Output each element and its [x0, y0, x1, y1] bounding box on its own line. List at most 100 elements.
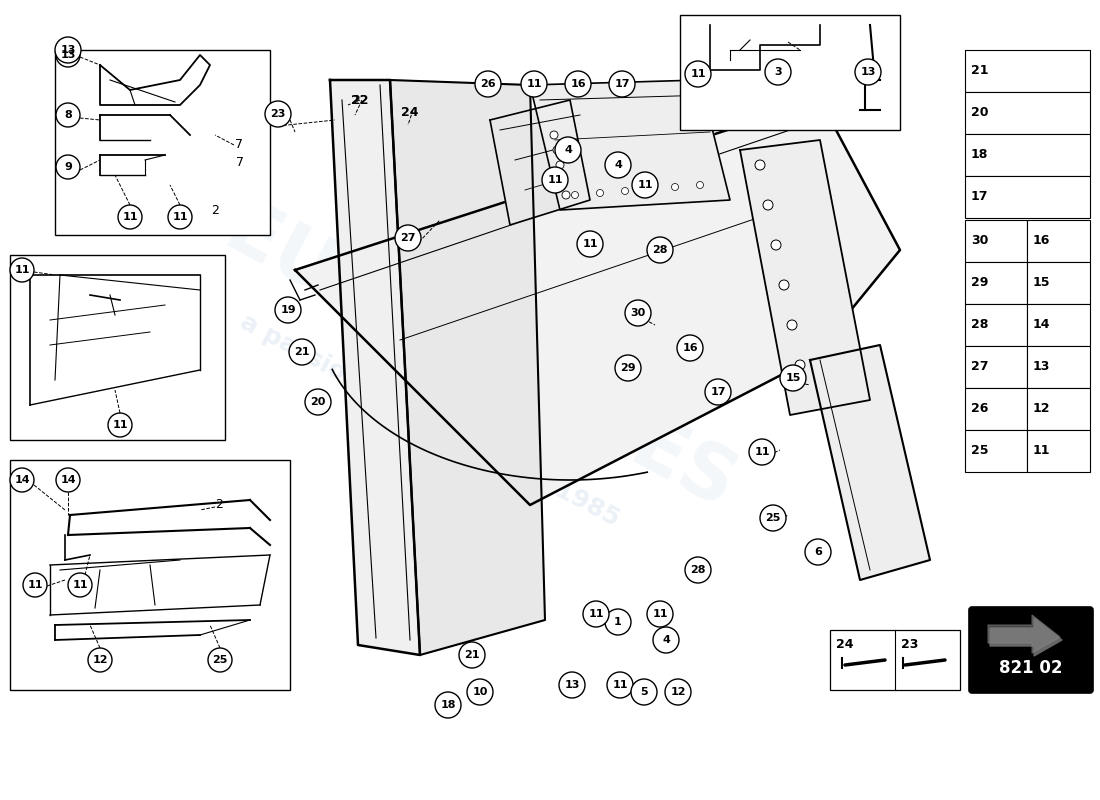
Circle shape	[56, 468, 80, 492]
Circle shape	[559, 672, 585, 698]
Circle shape	[760, 505, 786, 531]
Text: 12: 12	[670, 687, 685, 697]
Bar	[965, 430, 1027, 472]
Circle shape	[88, 648, 112, 672]
Circle shape	[763, 200, 773, 210]
Text: 11: 11	[526, 79, 541, 89]
Text: 9: 9	[64, 162, 72, 172]
Circle shape	[632, 172, 658, 198]
Circle shape	[696, 182, 704, 189]
Circle shape	[578, 231, 603, 257]
Text: 12: 12	[92, 655, 108, 665]
Polygon shape	[740, 140, 870, 415]
Circle shape	[265, 101, 292, 127]
Circle shape	[647, 186, 653, 193]
Circle shape	[565, 71, 591, 97]
Text: 8: 8	[64, 110, 72, 120]
Text: 30: 30	[971, 234, 989, 247]
Text: 25: 25	[971, 445, 989, 458]
Text: 11: 11	[548, 175, 563, 185]
Text: 21: 21	[464, 650, 480, 660]
Bar	[1027, 220, 1090, 262]
Text: 11: 11	[691, 69, 706, 79]
Text: 18: 18	[440, 700, 455, 710]
Circle shape	[55, 37, 81, 63]
Circle shape	[607, 672, 632, 698]
Text: 17: 17	[614, 79, 629, 89]
Text: 3: 3	[774, 66, 782, 78]
Bar	[1027, 346, 1090, 388]
Text: 21: 21	[295, 347, 310, 357]
Text: 13: 13	[60, 45, 76, 55]
Text: 20: 20	[310, 397, 326, 407]
Circle shape	[749, 439, 775, 465]
Text: 16: 16	[1033, 234, 1050, 247]
Circle shape	[23, 573, 47, 597]
Text: 29: 29	[971, 277, 989, 290]
Bar	[965, 220, 1027, 262]
Text: 11: 11	[122, 212, 138, 222]
Text: 17: 17	[971, 190, 989, 203]
Text: 2: 2	[214, 498, 223, 511]
Circle shape	[459, 642, 485, 668]
Text: 13: 13	[860, 67, 876, 77]
Circle shape	[553, 146, 561, 154]
Text: 18: 18	[971, 149, 989, 162]
Text: 11: 11	[588, 609, 604, 619]
Text: 1: 1	[614, 615, 622, 629]
Bar	[965, 134, 1090, 176]
Circle shape	[596, 190, 604, 197]
Text: 7: 7	[236, 155, 244, 169]
Text: 30: 30	[630, 308, 646, 318]
Text: 19: 19	[280, 305, 296, 315]
Circle shape	[621, 187, 628, 194]
Text: 28: 28	[691, 565, 706, 575]
Circle shape	[795, 360, 805, 370]
Text: 10: 10	[472, 687, 487, 697]
Bar	[965, 92, 1090, 134]
Circle shape	[780, 365, 806, 391]
Text: 15: 15	[785, 373, 801, 383]
Polygon shape	[390, 80, 544, 655]
Circle shape	[685, 557, 711, 583]
Text: 28: 28	[652, 245, 668, 255]
Text: 14: 14	[14, 475, 30, 485]
Text: 11: 11	[613, 680, 628, 690]
Bar	[965, 262, 1027, 304]
Text: 4: 4	[662, 635, 670, 645]
Text: 4: 4	[564, 145, 572, 155]
Text: 23: 23	[901, 638, 918, 651]
Bar	[965, 50, 1090, 92]
Text: 4: 4	[614, 160, 622, 170]
Text: 6: 6	[814, 546, 822, 558]
Polygon shape	[530, 80, 730, 210]
Text: 13: 13	[564, 680, 580, 690]
FancyBboxPatch shape	[10, 255, 225, 440]
Text: 16: 16	[682, 343, 697, 353]
Circle shape	[10, 258, 34, 282]
Bar	[830, 630, 960, 690]
Text: 11: 11	[652, 609, 668, 619]
Text: 11: 11	[637, 180, 652, 190]
Circle shape	[556, 137, 581, 163]
Bar	[1027, 304, 1090, 346]
Text: 24: 24	[402, 106, 419, 118]
Text: 821 02: 821 02	[999, 659, 1063, 677]
Text: 2: 2	[211, 203, 219, 217]
Text: 21: 21	[971, 65, 989, 78]
Circle shape	[289, 339, 315, 365]
Circle shape	[559, 176, 566, 184]
Bar	[965, 304, 1027, 346]
Text: 11: 11	[173, 212, 188, 222]
FancyBboxPatch shape	[10, 460, 290, 690]
Text: 13: 13	[1033, 361, 1050, 374]
Polygon shape	[990, 618, 1062, 656]
Text: 11: 11	[755, 447, 770, 457]
Circle shape	[118, 205, 142, 229]
Polygon shape	[810, 345, 930, 580]
Circle shape	[805, 539, 830, 565]
Circle shape	[10, 468, 34, 492]
Text: 16: 16	[570, 79, 586, 89]
Circle shape	[647, 601, 673, 627]
Polygon shape	[295, 100, 900, 505]
